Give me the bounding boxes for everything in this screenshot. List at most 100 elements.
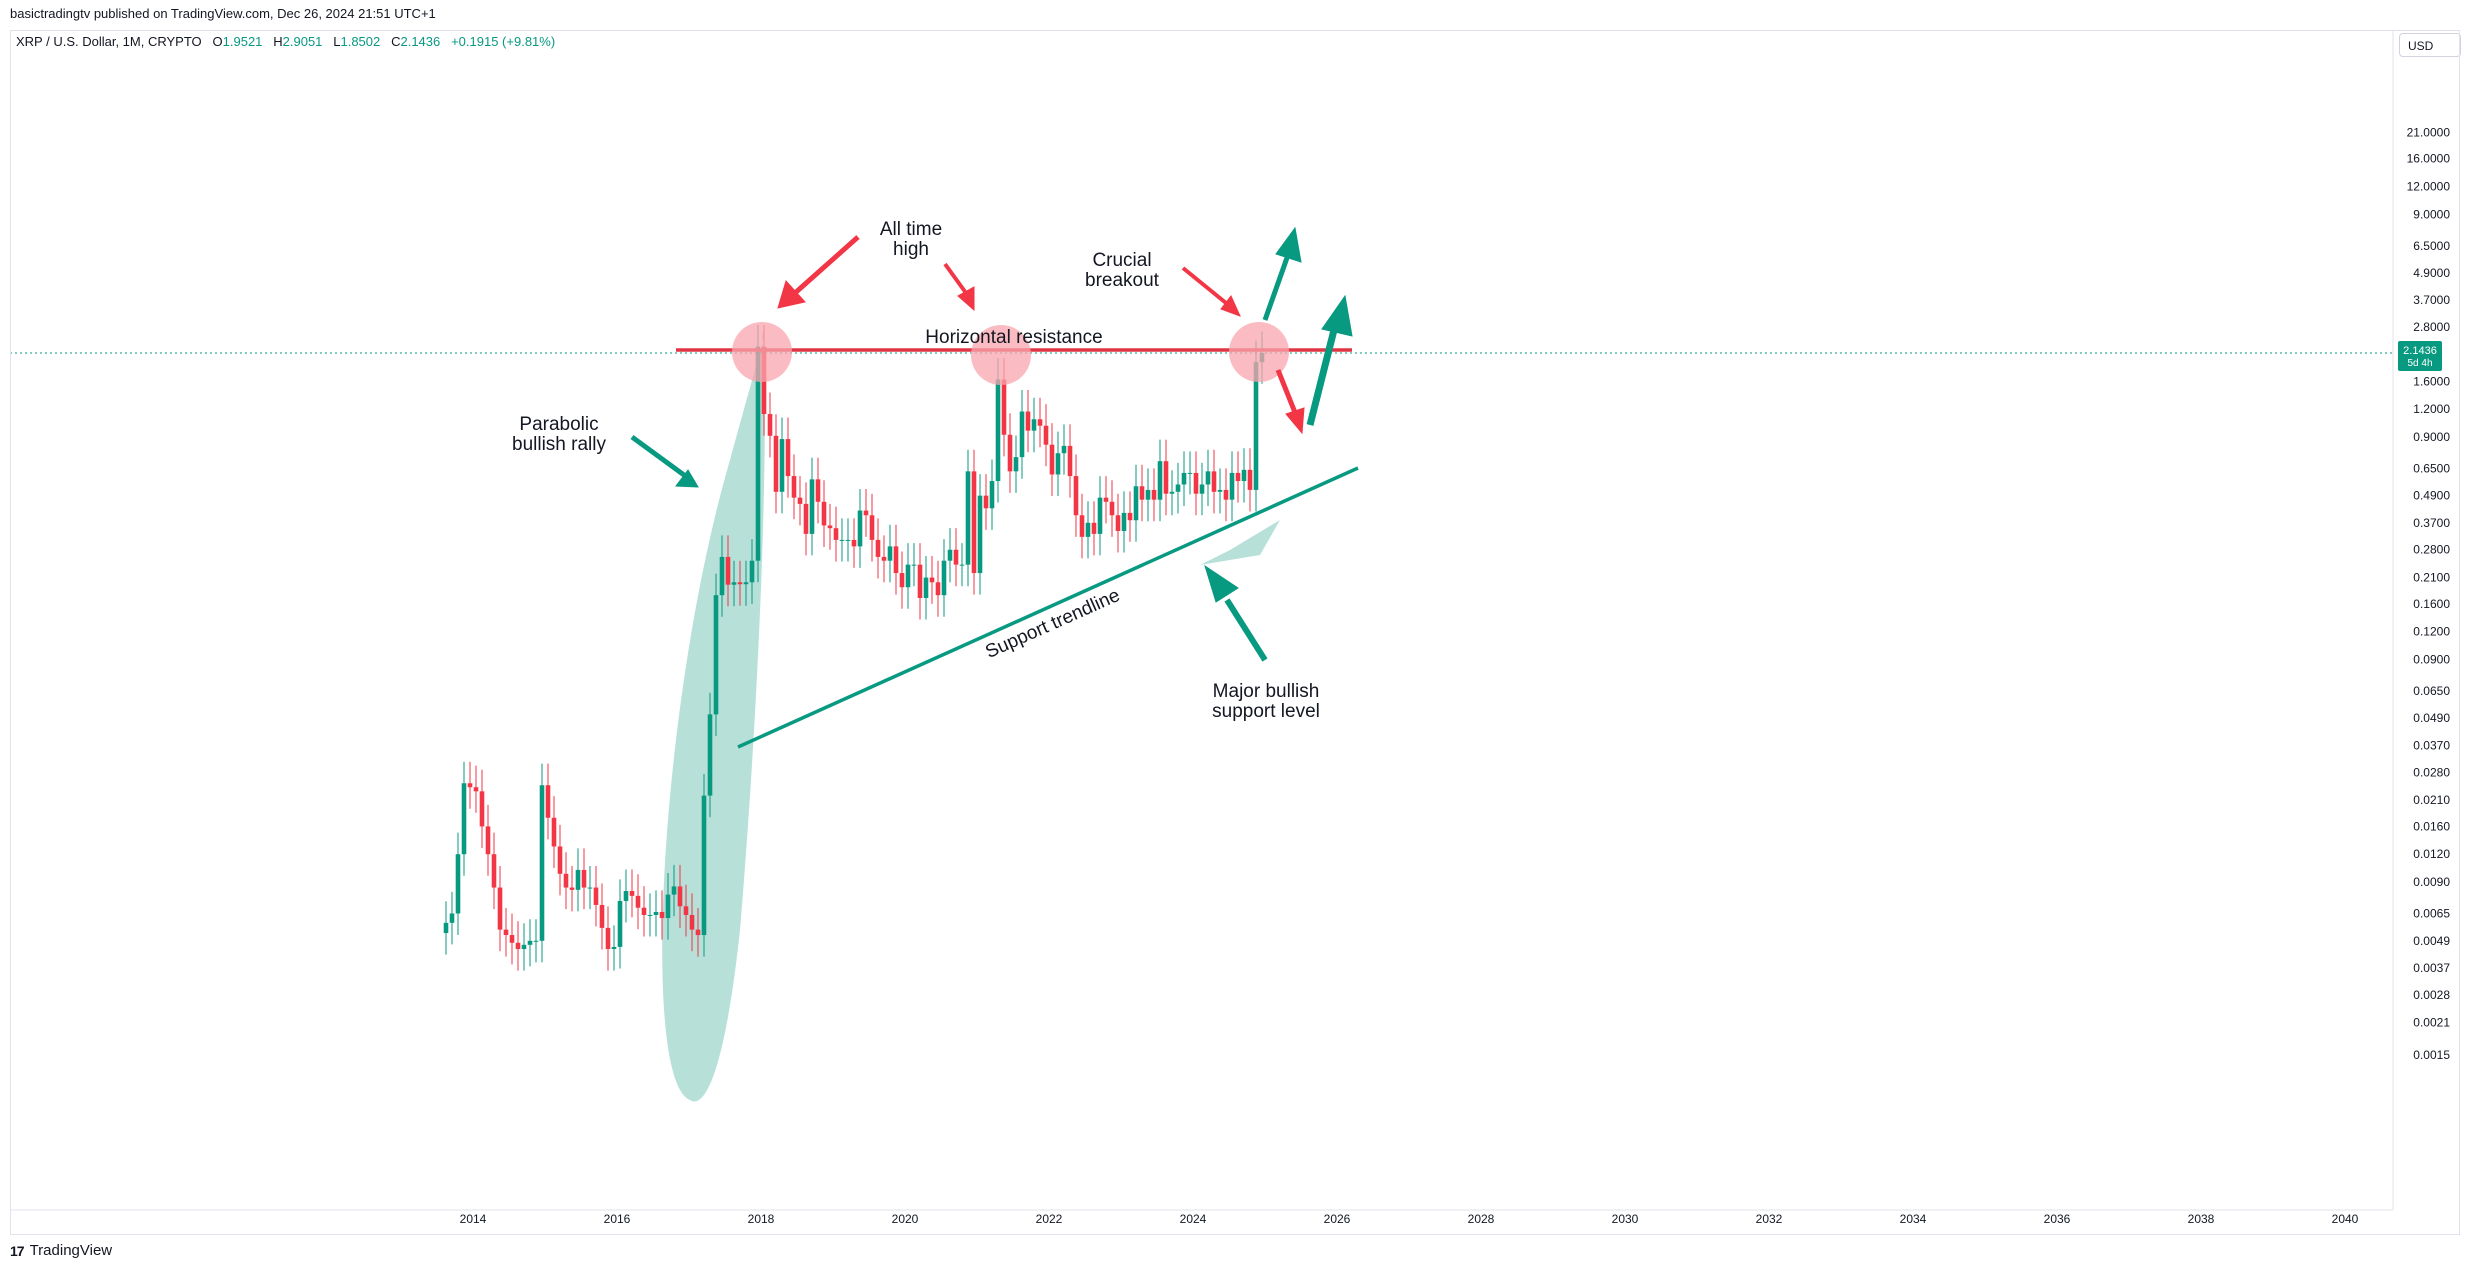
price-tick-label: 0.0065: [2413, 906, 2450, 920]
price-axis[interactable]: 21.0000 16.0000 12.0000 9.0000 6.5000 4.9000 3…: [2407, 125, 2451, 1062]
high-label: H: [273, 34, 283, 49]
candle-body: [677, 886, 683, 907]
candle-body: [869, 515, 875, 540]
time-tick-label: 2040: [2332, 1212, 2359, 1226]
time-tick-label: 2026: [1324, 1212, 1351, 1226]
candle-body: [527, 940, 533, 945]
candle-body: [1085, 522, 1091, 537]
candle-body: [623, 891, 629, 901]
candle-body: [947, 549, 953, 561]
candle-body: [479, 791, 485, 827]
candle-body: [1013, 457, 1019, 472]
candle-body: [1157, 461, 1163, 500]
candle-body: [671, 886, 677, 895]
price-tick-label: 0.0090: [2413, 875, 2450, 889]
candle-body: [905, 564, 911, 588]
candle-body: [1031, 419, 1037, 431]
candle-body: [887, 546, 893, 561]
candle-body: [551, 817, 557, 847]
candle-body: [755, 346, 761, 561]
candle-body: [1091, 522, 1097, 534]
price-tick-label: 0.0015: [2413, 1048, 2450, 1062]
candle-body: [647, 914, 653, 916]
candle-body: [1223, 489, 1229, 500]
low-value: 1.8502: [340, 34, 381, 49]
candle-body: [791, 476, 797, 498]
tradingview-logo-text: TradingView: [29, 1242, 113, 1259]
candle-body: [863, 510, 869, 516]
candle-body: [1079, 515, 1085, 537]
candle-body: [977, 495, 983, 574]
time-tick-label: 2018: [748, 1212, 775, 1226]
candle-body: [1205, 471, 1211, 485]
price-tick-label: 0.0037: [2413, 961, 2450, 975]
ath-arrow-icon: [777, 235, 860, 309]
candle-body: [857, 510, 863, 547]
candle-body: [809, 479, 815, 534]
time-tick-label: 2030: [1612, 1212, 1639, 1226]
symbol-name[interactable]: XRP / U.S. Dollar, 1M, CRYPTO: [16, 34, 202, 49]
candle-body: [983, 495, 989, 509]
candle-body: [1007, 434, 1013, 472]
annotation-ath-line1: All time: [880, 219, 942, 240]
candle-body: [593, 887, 599, 905]
price-tick-label: 1.2000: [2413, 402, 2450, 416]
tradingview-logo[interactable]: 17 TradingView: [10, 1242, 112, 1259]
candle-body: [953, 549, 959, 565]
retest-arrow-icon: [943, 262, 975, 312]
candle-body: [1133, 486, 1139, 521]
price-tick-label: 0.0370: [2413, 738, 2450, 752]
candle-body: [599, 904, 605, 928]
time-tick-label: 2024: [1180, 1212, 1207, 1226]
candle-body: [605, 927, 611, 950]
price-tick-label: 0.3700: [2413, 516, 2450, 530]
candle-body: [611, 946, 617, 950]
candle-body: [617, 900, 623, 947]
candle-body: [929, 577, 935, 583]
candle-body: [1217, 489, 1223, 492]
annotation-breakout-line2: breakout: [1085, 270, 1160, 291]
candle-body: [545, 785, 551, 818]
time-axis[interactable]: 2014 2016 2018 2020 2022 2024 2026 2028 2030 2032…: [460, 1212, 2359, 1226]
candle-body: [1211, 471, 1217, 492]
candle-body: [959, 564, 965, 566]
candle-body: [587, 887, 593, 889]
time-tick-label: 2016: [604, 1212, 631, 1226]
price-tick-label: 3.7000: [2413, 293, 2450, 307]
retest-circle: [971, 325, 1031, 385]
candle-body: [1115, 515, 1121, 531]
annotation-major-support-line1: Major bullish: [1213, 681, 1320, 702]
candle-body: [521, 944, 527, 950]
candle-body: [899, 573, 905, 588]
candle-body: [719, 556, 725, 596]
candle-body: [1199, 484, 1205, 494]
candle-body: [1109, 501, 1115, 516]
candle-body: [1049, 444, 1055, 475]
candle-body: [815, 479, 821, 502]
candle-body: [635, 895, 641, 908]
candle-body: [923, 577, 929, 598]
candle-body: [1181, 472, 1187, 485]
candle-body: [875, 539, 881, 557]
candle-body: [1001, 379, 1007, 435]
candle-body: [1103, 497, 1109, 502]
candle-body: [743, 582, 749, 585]
candle-body: [1043, 425, 1049, 445]
candle-body: [461, 783, 467, 855]
price-tick-label: 9.0000: [2413, 207, 2450, 221]
candle-body: [455, 854, 461, 914]
currency-button[interactable]: USD: [2399, 33, 2461, 57]
price-tick-label: 0.0160: [2413, 819, 2450, 833]
price-tick-label: 0.0650: [2413, 684, 2450, 698]
breakout-circle: [1229, 322, 1289, 382]
candle-body: [881, 556, 887, 561]
candle-body: [1019, 411, 1025, 458]
candle-body: [503, 929, 509, 936]
price-tick-label: 0.1600: [2413, 597, 2450, 611]
ath-circle: [732, 322, 792, 382]
candle-body: [563, 873, 569, 888]
candle-body: [965, 471, 971, 565]
price-tick-label: 16.0000: [2407, 152, 2451, 166]
candle-body: [713, 595, 719, 715]
